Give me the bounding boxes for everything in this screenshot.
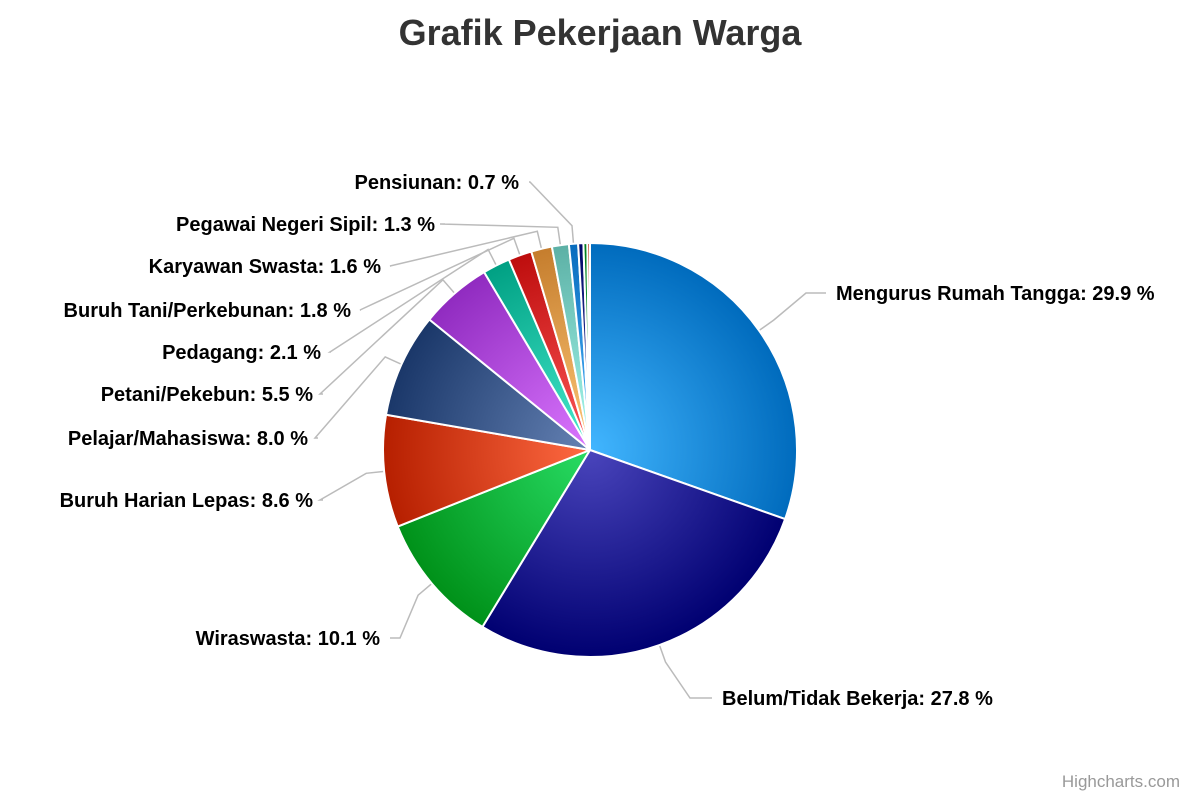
- data-label-belum-tidak-bekerja: Belum/Tidak Bekerja: 27.8 %: [722, 688, 993, 710]
- connector-line: [318, 278, 462, 395]
- connector-line: [390, 576, 440, 639]
- label-connectors: [313, 181, 826, 699]
- connector-line: [529, 181, 576, 254]
- data-label-pensiunan: Pensiunan: 0.7 %: [355, 172, 520, 194]
- data-label-buruh-tani-perkebunan: Buruh Tani/Perkebunan: 1.8 %: [64, 300, 352, 322]
- pie-slice-wiraswasta[interactable]: [396, 449, 591, 628]
- data-label-pegawai-negeri-sipil: Pegawai Negeri Sipil: 1.3 %: [176, 214, 435, 236]
- pie-slice-pelajar-mahasiswa[interactable]: [385, 318, 591, 451]
- connector-line: [439, 223, 563, 256]
- data-label-pedagang: Pedagang: 2.1 %: [162, 342, 321, 364]
- connector-line: [750, 292, 826, 337]
- pie-slices: [382, 242, 798, 658]
- chart-title: Grafik Pekerjaan Warga: [398, 12, 802, 53]
- data-label-wiraswasta: Wiraswasta: 10.1 %: [196, 628, 381, 650]
- pie-slice-other-13[interactable]: [586, 242, 591, 451]
- connector-line: [327, 248, 502, 353]
- connector-line: [359, 237, 525, 311]
- data-label-petani-pekebun: Petani/Pekebun: 5.5 %: [101, 384, 314, 406]
- connector-line: [317, 469, 395, 501]
- data-label-mengurus-rumah-tangga: Mengurus Rumah Tangga: 29.9 %: [836, 283, 1155, 305]
- data-label-buruh-harian-lepas: Buruh Harian Lepas: 8.6 %: [60, 490, 314, 512]
- data-labels: Mengurus Rumah Tangga: 29.9 % Belum/Tidak…: [60, 172, 1155, 710]
- connector-line: [313, 355, 412, 439]
- credits-link[interactable]: Highcharts.com: [1061, 772, 1180, 791]
- data-label-pelajar-mahasiswa: Pelajar/Mahasiswa: 8.0 %: [68, 428, 308, 450]
- data-label-karyawan-swasta: Karyawan Swasta: 1.6 %: [149, 256, 382, 278]
- pie-slice-buruh-harian-lepas[interactable]: [382, 413, 591, 528]
- connector-line: [389, 230, 545, 267]
- pie-slice-belum-tidak-bekerja[interactable]: [481, 449, 787, 658]
- connector-line: [655, 635, 712, 699]
- pie-slice-mengurus-rumah-tangga[interactable]: [589, 242, 798, 521]
